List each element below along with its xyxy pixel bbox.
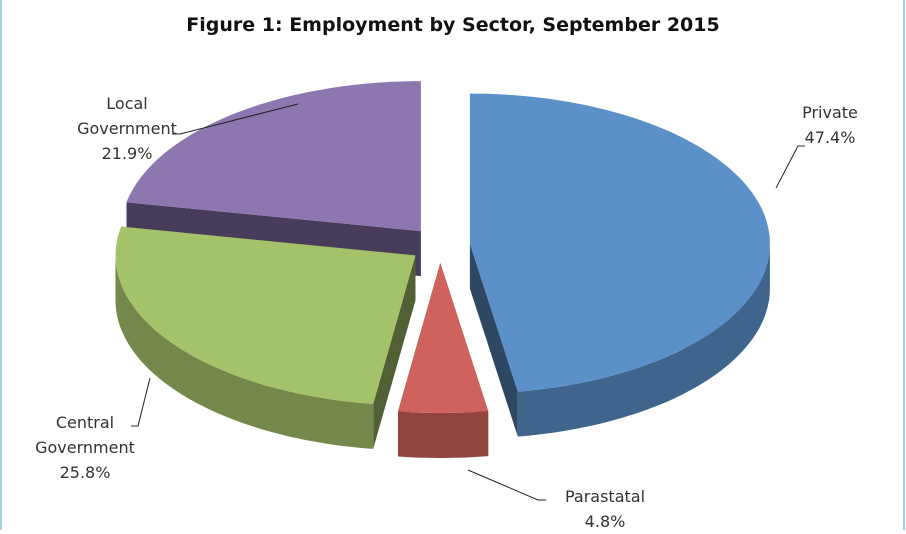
label-name: Local Government bbox=[77, 94, 177, 138]
label-value: 47.4% bbox=[804, 128, 856, 147]
slice bbox=[469, 93, 770, 392]
chart-title: Figure 1: Employment by Sector, Septembe… bbox=[186, 14, 720, 36]
label-name: Parastatal bbox=[564, 487, 646, 506]
slice-side bbox=[469, 243, 518, 437]
data-label: Parastatal 4.8% bbox=[560, 484, 650, 534]
leader-line bbox=[775, 145, 805, 189]
leader-line bbox=[467, 469, 546, 501]
leader-lines bbox=[131, 103, 805, 501]
leader-line bbox=[172, 103, 299, 135]
label-value: 21.9% bbox=[101, 144, 153, 163]
data-label: Local Government 21.9% bbox=[62, 91, 192, 166]
leader-line bbox=[131, 377, 151, 427]
label-value: 4.8% bbox=[584, 512, 626, 531]
slice-rim bbox=[115, 255, 374, 449]
slice-side bbox=[373, 255, 416, 449]
data-label: Private 47.4% bbox=[780, 100, 880, 150]
slice bbox=[126, 81, 421, 232]
label-name: Private bbox=[802, 103, 858, 122]
slice bbox=[115, 226, 416, 404]
slice-rim bbox=[517, 243, 770, 437]
label-value: 25.8% bbox=[59, 463, 111, 482]
slice-rim bbox=[398, 411, 489, 458]
pie bbox=[115, 81, 770, 458]
label-name: Central Government bbox=[35, 413, 135, 457]
slice bbox=[398, 263, 489, 413]
data-label: Central Government 25.8% bbox=[20, 410, 150, 485]
